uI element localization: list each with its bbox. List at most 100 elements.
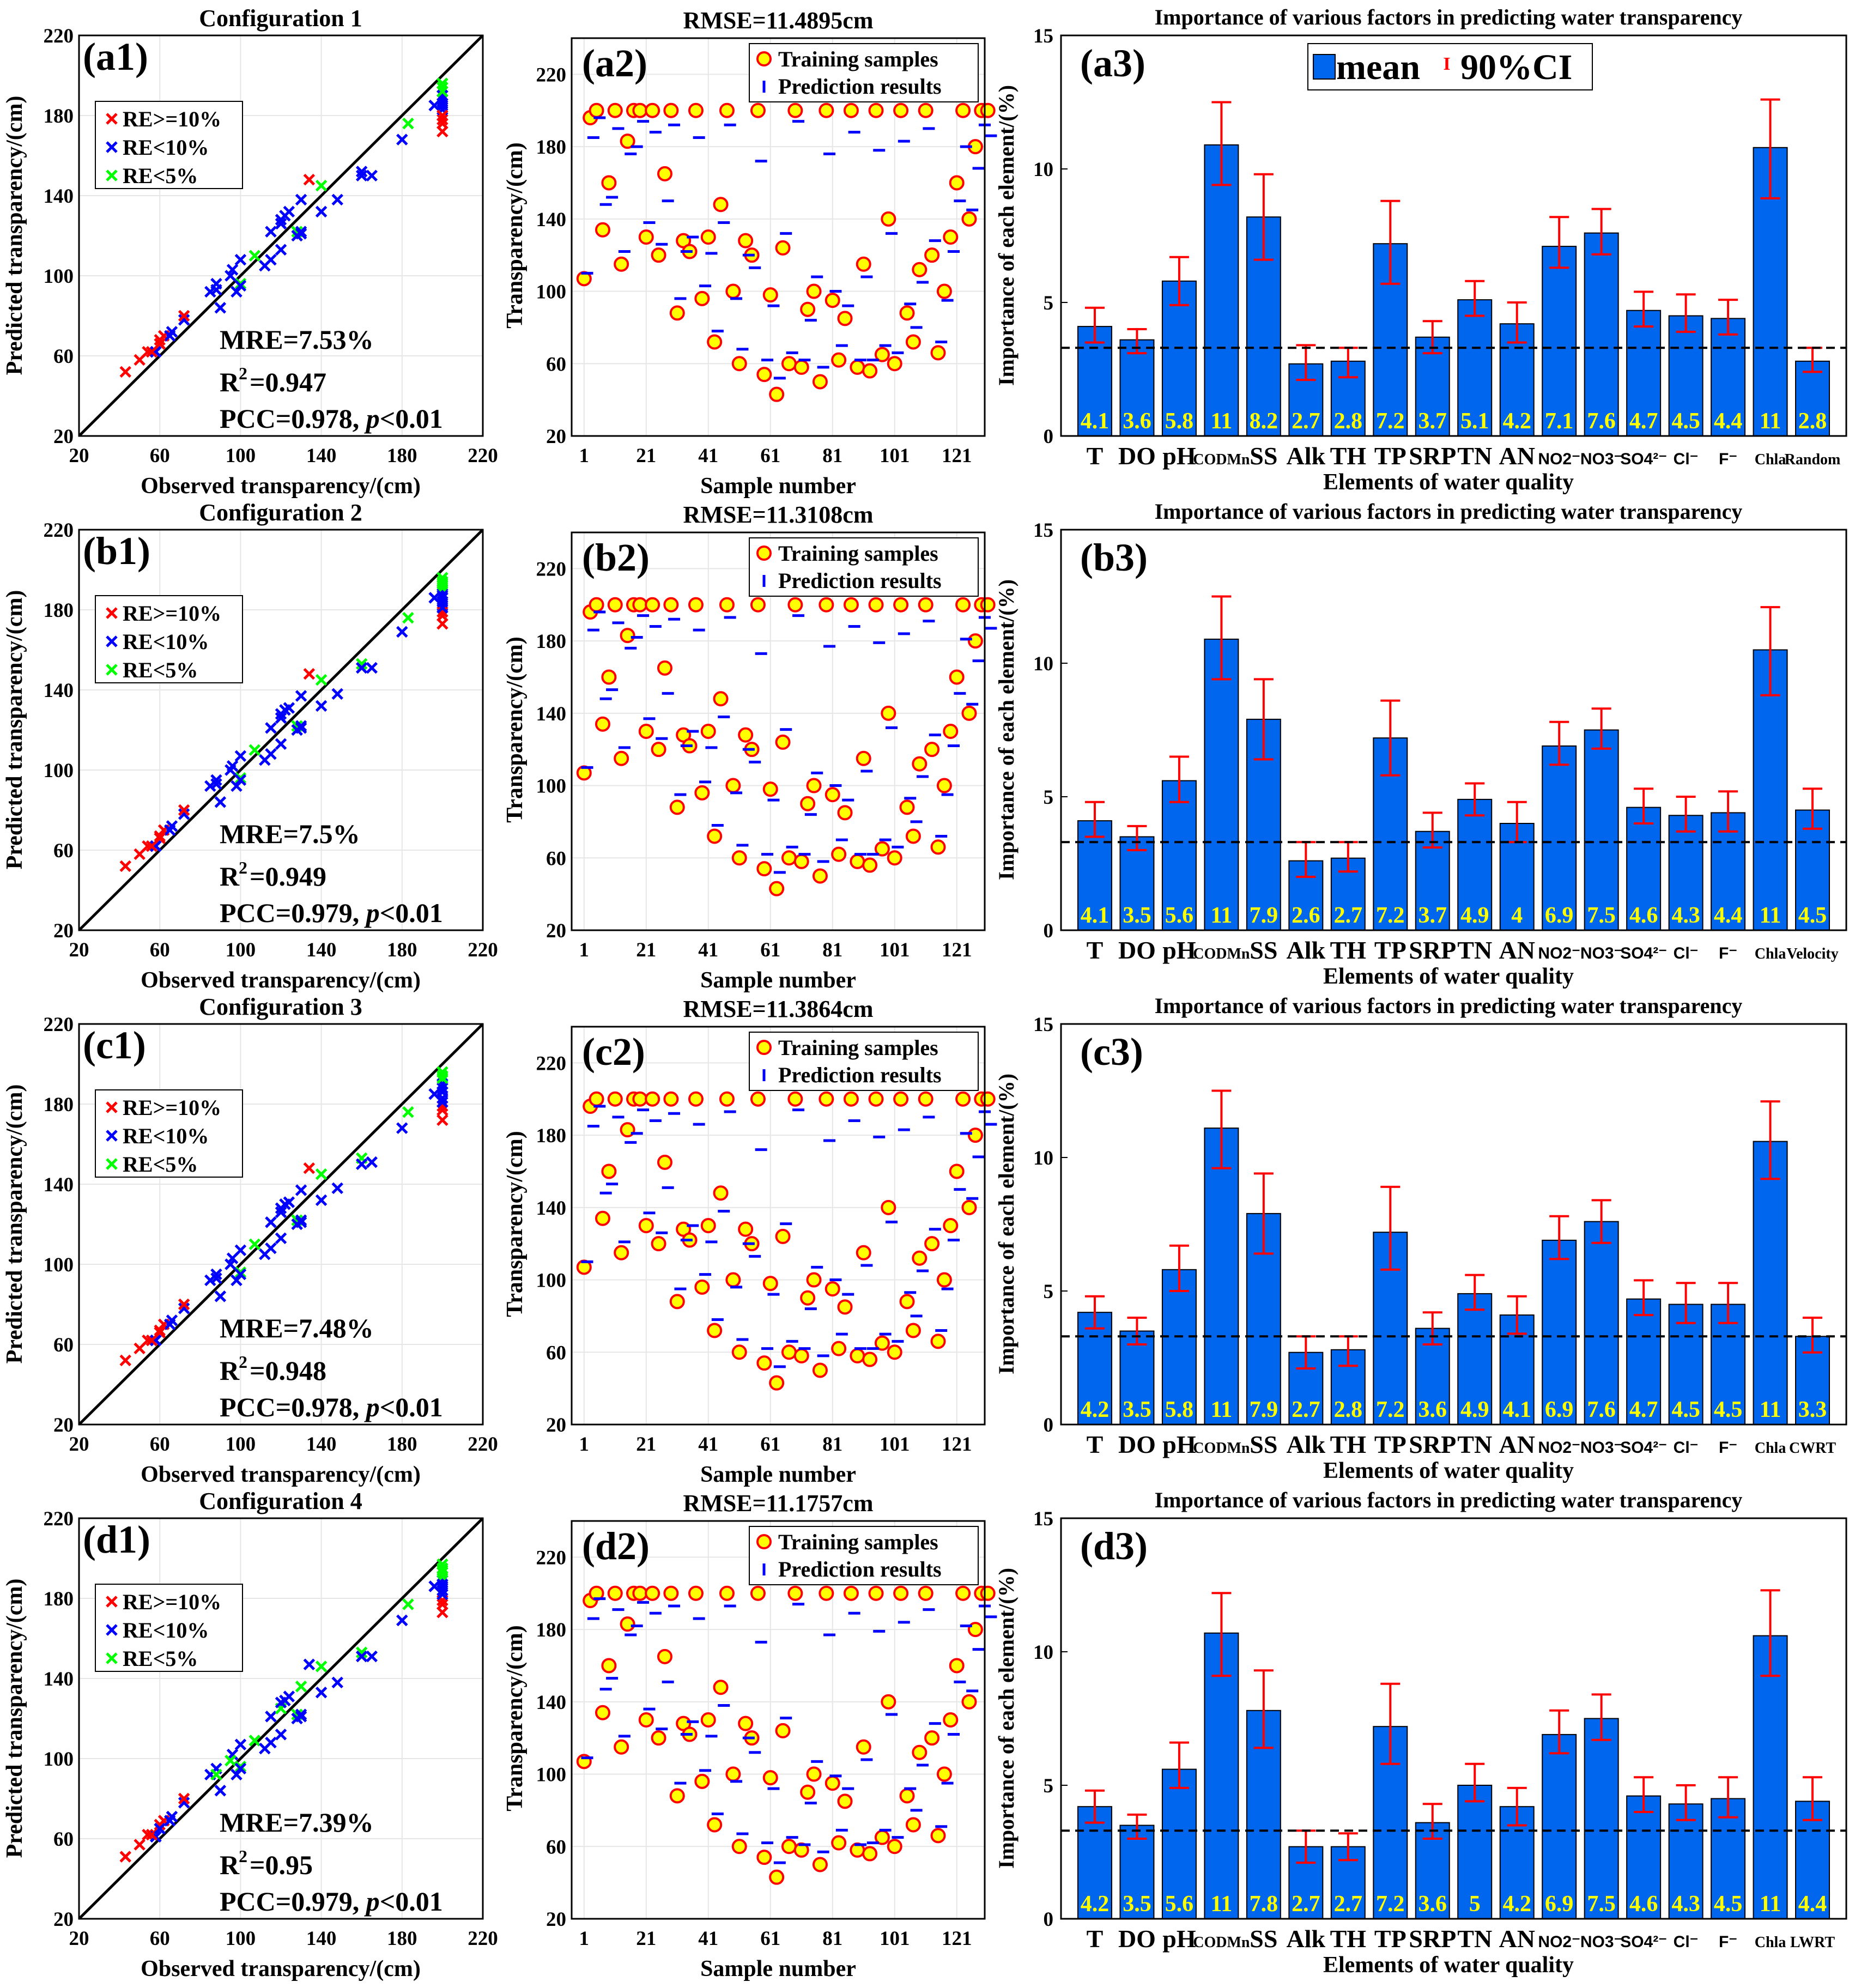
training-sample-point — [713, 197, 729, 213]
scatter-point — [134, 1839, 146, 1851]
category-label: TN — [1457, 1431, 1492, 1458]
scatter-point — [437, 113, 448, 126]
training-sample-point — [843, 1091, 859, 1107]
panel-label: (c1) — [83, 1023, 146, 1067]
category-label: DO — [1118, 936, 1156, 964]
bar-value-label: 7.8 — [1250, 1892, 1278, 1917]
scatter-point — [265, 1216, 277, 1228]
training-sample-point — [750, 1585, 766, 1601]
category-label: Cl⁻ — [1674, 1933, 1699, 1951]
training-sample-point — [756, 1850, 772, 1865]
training-sample-point — [719, 102, 735, 118]
ci-errorbar — [1634, 1279, 1654, 1317]
legend-label: RE<10% — [123, 1618, 209, 1642]
ci-errorbar — [1084, 1789, 1105, 1824]
ci-errorbar — [1422, 1311, 1442, 1345]
training-sample-point — [775, 1228, 791, 1244]
bar-value-label: 7.6 — [1587, 1397, 1616, 1422]
bar-value-label: 7.2 — [1376, 409, 1405, 434]
panel-label: (d3) — [1080, 1524, 1148, 1568]
legend-box — [749, 1032, 979, 1091]
training-sample-point — [787, 597, 803, 613]
category-label: TH — [1330, 936, 1367, 964]
scatter-point — [231, 1768, 243, 1781]
y-tick-label: 100 — [44, 265, 74, 288]
training-sample-point — [843, 597, 859, 613]
scatter-point — [315, 674, 328, 686]
training-sample-point — [781, 1839, 797, 1854]
ci-errorbar — [1211, 1592, 1232, 1677]
training-sample-point — [781, 1344, 797, 1360]
pcc-part: p — [364, 1392, 380, 1422]
axes-box — [1060, 1517, 1847, 1920]
scatter-point — [142, 1828, 154, 1841]
mre-text: MRE=7.39% — [220, 1807, 374, 1838]
training-sample-point — [595, 1210, 610, 1226]
x-tick-label: 1 — [579, 445, 590, 467]
scatter-point — [331, 1676, 344, 1689]
training-sample-point — [725, 778, 741, 793]
ci-errorbar — [1127, 328, 1147, 355]
importance-bar — [1077, 326, 1112, 437]
x-tick-label: 81 — [822, 445, 842, 467]
legend-label: Training samples — [778, 541, 938, 566]
bar-value-label: 2.7 — [1334, 903, 1363, 928]
x-tick-label: 20 — [69, 445, 89, 467]
x-axis-label: Sample number — [700, 474, 856, 499]
y-axis-label: Predicted transparency/(cm) — [2, 590, 27, 870]
axes-box — [78, 1023, 484, 1426]
training-sample-point — [731, 850, 747, 866]
axes-box — [571, 531, 986, 931]
scatter-point — [234, 772, 247, 784]
importance-legend: mean I 90%CI — [1307, 43, 1593, 90]
training-sample-point — [837, 1793, 853, 1809]
scatter-point — [119, 366, 131, 378]
importance-bar — [1542, 246, 1577, 437]
scatter-point — [166, 1810, 178, 1823]
scatter-point — [178, 1302, 190, 1314]
y-tick-label: 140 — [44, 680, 74, 702]
x-tick-label: 180 — [387, 1433, 417, 1456]
pcc-part: PCC=0.978, — [220, 1392, 366, 1422]
training-sample-point — [955, 1091, 971, 1107]
legend-label: RE<5% — [123, 1646, 198, 1671]
scatter-point — [154, 338, 166, 350]
identity-line — [78, 1517, 484, 1920]
y-axis-label: Transparency/(cm) — [502, 1625, 528, 1811]
training-sample-point — [800, 1784, 816, 1800]
y-tick-label: 15 — [1033, 1014, 1053, 1036]
training-sample-point — [899, 1788, 915, 1804]
importance-title: Importance of various factors in predict… — [1155, 1488, 1743, 1512]
ci-errorbar — [1718, 299, 1738, 336]
ci-errorbar — [1253, 678, 1274, 761]
scatter-point — [437, 1588, 448, 1601]
category-label: CODMn — [1193, 1934, 1250, 1951]
pcc-part: PCC=0.979, — [220, 1886, 366, 1917]
y-tick-label: 180 — [536, 136, 567, 159]
legend-marker-icon — [106, 1101, 118, 1113]
category-label: SS — [1250, 936, 1277, 964]
y-tick-label: 60 — [546, 1342, 566, 1364]
pcc-part: PCC=0.978, — [220, 403, 366, 434]
bar-value-label: 11 — [1760, 903, 1781, 928]
category-label: LWRT — [1790, 1934, 1835, 1951]
pcc-text: PCC=0.978, p<0.01 — [220, 403, 443, 434]
ci-errorbar — [1169, 256, 1189, 306]
ci-errorbar — [1253, 1172, 1274, 1255]
training-sample-point — [800, 301, 816, 317]
ci-errorbar — [1338, 1832, 1358, 1862]
y-tick-label: 180 — [44, 105, 74, 128]
category-label: SRP — [1409, 442, 1456, 470]
legend-label: Prediction results — [778, 1557, 942, 1581]
training-sample-point — [918, 597, 933, 613]
x-tick-label: 100 — [226, 1433, 256, 1456]
training-sample-point — [905, 1817, 921, 1833]
pcc-part: PCC=0.979, — [220, 898, 366, 928]
scatter-point — [248, 1238, 261, 1251]
identity-line — [78, 529, 484, 931]
legend-label: RE>=10% — [123, 107, 221, 131]
x-tick-label: 21 — [636, 1928, 656, 1950]
ci-errorbar — [1676, 796, 1696, 833]
y-tick-label: 20 — [546, 920, 566, 942]
